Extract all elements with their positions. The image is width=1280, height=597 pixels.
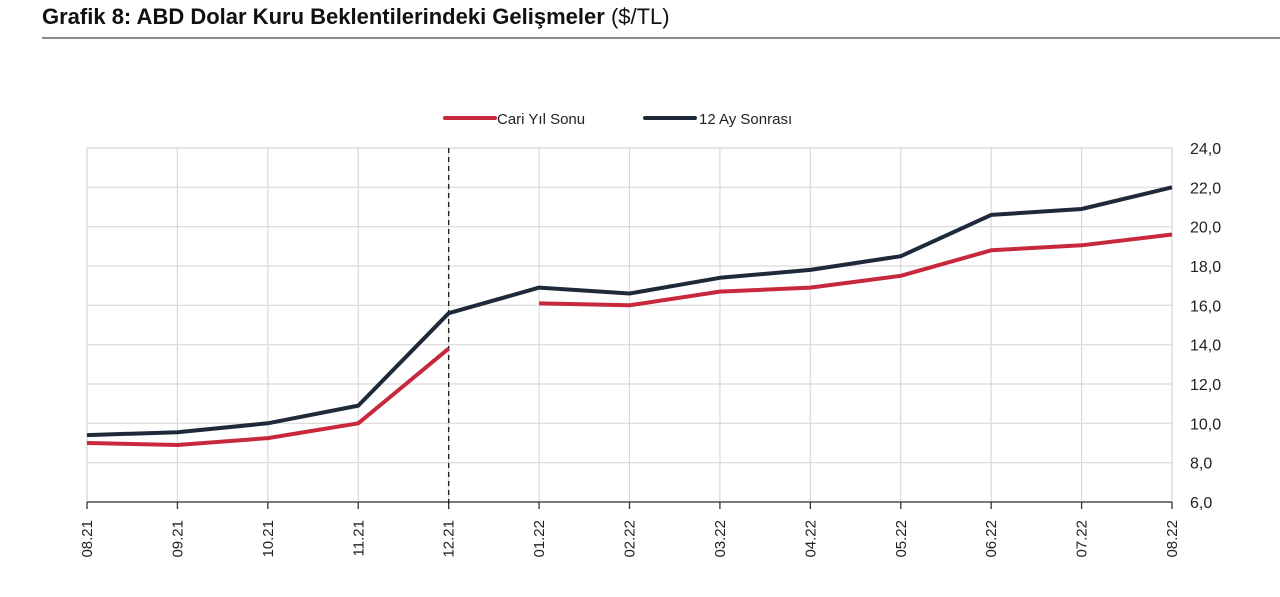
- x-tick-label: 09.21: [169, 520, 186, 558]
- legend-label: 12 Ay Sonrası: [699, 111, 792, 128]
- x-tick-label: 11.21: [350, 520, 367, 556]
- x-tick-label: 04.22: [802, 520, 819, 558]
- y-tick-label: 12,0: [1190, 377, 1221, 394]
- x-tick-label: 01.22: [531, 520, 548, 558]
- y-tick-label: 10,0: [1190, 416, 1221, 433]
- x-tick-label: 08.22: [1164, 520, 1181, 558]
- x-tick-label: 07.22: [1074, 520, 1091, 558]
- chart-axes: 6,0 8,0 10,0 12,0 14,0 16,0 18,0 20,0 22,0 24,0 08…: [79, 141, 1221, 558]
- chart-legend: Cari Yıl Sonu 12 Ay Sonrası: [443, 111, 792, 128]
- y-tick-label: 24,0: [1190, 141, 1221, 158]
- chart-title-main: Grafik 8: ABD Dolar Kuru Beklentilerinde…: [42, 4, 605, 29]
- legend-label: Cari Yıl Sonu: [497, 111, 585, 128]
- y-tick-label: 6,0: [1190, 495, 1212, 512]
- y-tick-label: 20,0: [1190, 220, 1221, 237]
- x-tick-label: 12.21: [441, 520, 458, 558]
- chart-title: Grafik 8: ABD Dolar Kuru Beklentilerinde…: [42, 4, 670, 30]
- x-tick-label: 06.22: [983, 520, 1000, 558]
- x-tick-label: 02.22: [622, 520, 639, 558]
- x-tick-label: 10.21: [260, 520, 277, 558]
- y-tick-label: 8,0: [1190, 456, 1212, 473]
- chart-title-unit: ($/TL): [610, 4, 670, 29]
- x-tick-label: 05.22: [893, 520, 910, 558]
- title-divider: [42, 37, 1280, 39]
- y-tick-label: 18,0: [1190, 259, 1221, 276]
- chart-series: [86, 185, 1173, 447]
- y-tick-label: 16,0: [1190, 298, 1221, 315]
- series-line: [86, 185, 1173, 438]
- series-line: [86, 347, 450, 447]
- chart-grid: [86, 147, 1173, 503]
- x-tick-label: 03.22: [712, 520, 729, 558]
- series-line: [539, 232, 1173, 308]
- x-tick-label: 08.21: [79, 520, 96, 558]
- y-tick-label: 14,0: [1190, 338, 1221, 355]
- y-tick-label: 22,0: [1190, 180, 1221, 197]
